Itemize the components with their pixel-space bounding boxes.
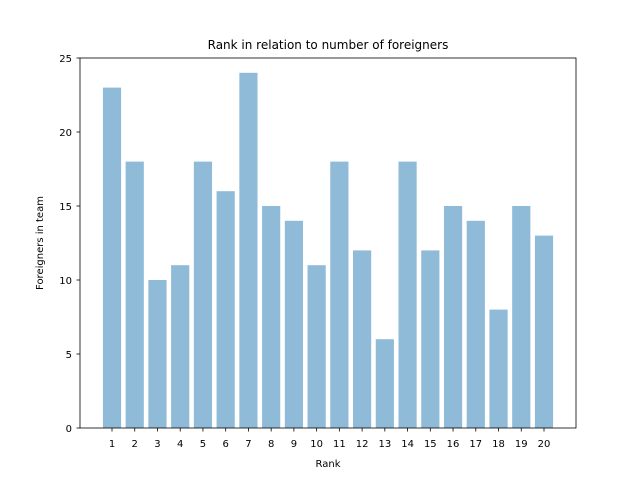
x-tick-label: 17 <box>469 439 482 450</box>
bar-rank-15 <box>421 250 440 428</box>
y-tick-label: 25 <box>59 54 72 65</box>
y-tick-label: 15 <box>59 202 72 213</box>
bar-rank-5 <box>193 161 213 428</box>
bar-rank-12 <box>353 250 372 428</box>
bar-rank-20 <box>534 235 554 428</box>
x-axis-ticks: 1 2 3 4 5 6 7 8 9 10 11 12 13 14 15 16 17 18 19 20 <box>109 428 551 450</box>
x-tick-label: 6 <box>222 439 228 450</box>
bar-rank-16 <box>443 206 463 428</box>
bar-rank-18 <box>489 309 508 428</box>
bar-rank-3 <box>148 280 167 428</box>
x-tick-label: 19 <box>515 439 528 450</box>
x-tick-label: 2 <box>132 439 138 450</box>
bar-rank-17 <box>466 220 485 428</box>
x-axis-label: Rank <box>316 459 341 470</box>
plot-frame <box>79 57 577 429</box>
x-tick-label: 7 <box>245 439 251 450</box>
x-tick-label: 16 <box>447 439 460 450</box>
bar-rank-7 <box>239 72 258 429</box>
x-tick-label: 13 <box>378 439 391 450</box>
y-tick-label: 10 <box>59 276 72 287</box>
y-tick-label: 0 <box>66 424 72 435</box>
bar-rank-13 <box>375 339 394 428</box>
x-tick-label: 15 <box>424 439 437 450</box>
x-tick-label: 12 <box>356 439 369 450</box>
x-tick-label: 8 <box>268 439 274 450</box>
x-tick-label: 9 <box>291 439 297 450</box>
x-tick-label: 11 <box>333 439 346 450</box>
bar-rank-10 <box>307 265 326 428</box>
bar-rank-9 <box>284 220 303 428</box>
bar-rank-11 <box>330 161 349 428</box>
x-tick-label: 20 <box>538 439 551 450</box>
x-tick-label: 3 <box>154 439 160 450</box>
x-tick-label: 18 <box>492 439 505 450</box>
bar-rank-14 <box>398 161 417 428</box>
x-tick-label: 5 <box>200 439 206 450</box>
x-tick-label: 10 <box>310 439 323 450</box>
bar-rank-4 <box>171 265 190 428</box>
bar-rank-19 <box>512 206 531 428</box>
bar-rank-6 <box>216 191 235 428</box>
x-tick-label: 4 <box>177 439 183 450</box>
y-axis-ticks: 0 5 10 15 20 25 <box>59 54 80 435</box>
y-tick-label: 5 <box>66 350 72 361</box>
y-tick-label: 20 <box>59 128 72 139</box>
chart-title: Rank in relation to number of foreigners <box>208 38 449 52</box>
x-tick-label: 1 <box>109 439 115 450</box>
bars-group <box>102 72 554 429</box>
y-axis-label: Foreigners in team <box>35 196 46 290</box>
bar-rank-8 <box>262 206 281 428</box>
bar-rank-1 <box>102 87 122 428</box>
bar-rank-2 <box>125 161 144 428</box>
x-tick-label: 14 <box>401 439 414 450</box>
